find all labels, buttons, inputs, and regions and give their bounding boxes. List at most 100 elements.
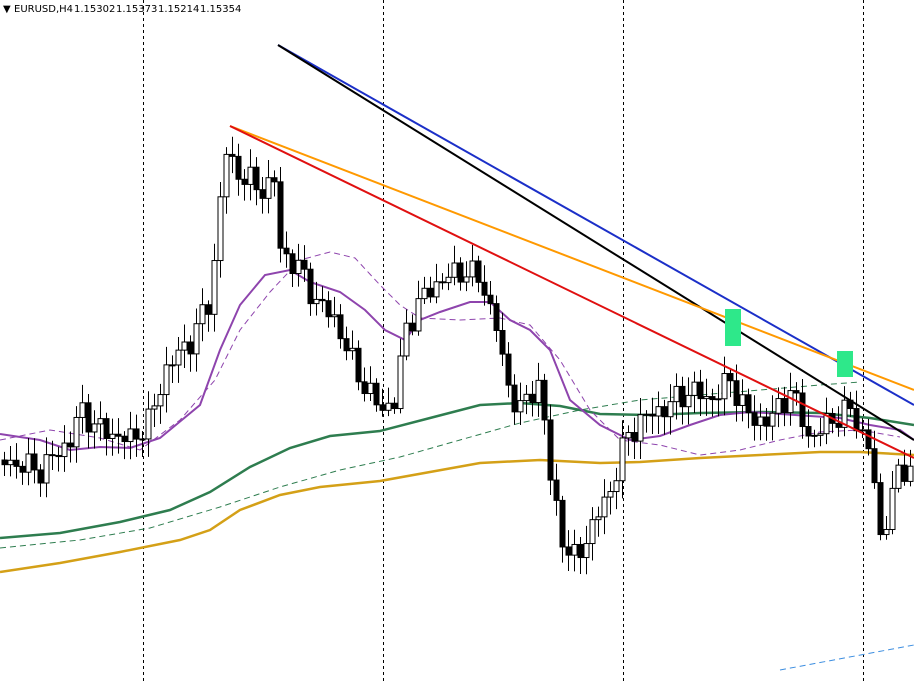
- candle-body: [667, 401, 674, 418]
- candle-body: [799, 392, 806, 428]
- quote-open: 1.15302: [74, 4, 115, 15]
- candle-body: [19, 465, 26, 473]
- ma-fast-purple: [0, 268, 914, 452]
- candle-body: [661, 406, 668, 418]
- candle-body: [433, 281, 440, 298]
- candle-body: [85, 402, 92, 433]
- candle-body: [727, 373, 734, 382]
- candle-body: [649, 413, 656, 417]
- candle-body: [871, 448, 878, 484]
- candle-body: [805, 426, 812, 437]
- candle-body: [187, 341, 194, 355]
- candlesticks: [1, 136, 914, 575]
- candle-body: [787, 390, 794, 414]
- candle-body: [739, 394, 746, 406]
- candle-body: [283, 247, 290, 255]
- candle-body: [643, 413, 650, 416]
- candle-body: [469, 260, 476, 278]
- candle-body: [889, 487, 896, 531]
- candle-body: [883, 529, 890, 536]
- candle-body: [547, 419, 554, 481]
- candle-body: [457, 262, 464, 283]
- candle-body: [223, 153, 230, 198]
- candle-body: [49, 454, 56, 457]
- candle-body: [79, 402, 86, 418]
- candle-body: [127, 428, 134, 443]
- candle-body: [697, 381, 704, 400]
- candle-body: [37, 469, 44, 484]
- candle-body: [595, 516, 602, 521]
- candle-body: [553, 479, 560, 501]
- candle-body: [835, 422, 842, 428]
- quote-low: 1.15214: [158, 4, 199, 15]
- candle-body: [295, 259, 302, 275]
- candle-body: [7, 459, 14, 466]
- candle-body: [781, 398, 788, 414]
- candle-body: [277, 181, 284, 249]
- signal-box: [725, 309, 741, 346]
- candle-body: [1, 459, 8, 466]
- candle-body: [775, 398, 782, 414]
- candle-body: [709, 396, 716, 401]
- candle-body: [517, 400, 524, 413]
- candle-body: [637, 414, 644, 442]
- candle-body: [445, 276, 452, 284]
- candle-body: [373, 382, 380, 406]
- candle-body: [529, 393, 536, 404]
- candle-body: [901, 464, 908, 482]
- trend-line-orange: [229, 125, 914, 391]
- candle-body: [841, 399, 848, 428]
- candle-body: [751, 412, 758, 426]
- candle-body: [61, 442, 68, 458]
- candle-body: [289, 253, 296, 275]
- candle-body: [565, 546, 572, 556]
- candle-body: [97, 418, 104, 425]
- candle-body: [121, 435, 128, 443]
- candle-body: [625, 432, 632, 439]
- candle-body: [895, 464, 902, 489]
- candle-body: [583, 543, 590, 559]
- trend-line-black: [277, 44, 914, 441]
- candle-body: [559, 499, 566, 548]
- candle-body: [133, 428, 140, 440]
- candle-body: [679, 385, 686, 408]
- candle-body: [319, 298, 326, 302]
- candle-body: [613, 480, 620, 493]
- candle-body: [673, 385, 680, 403]
- candle-body: [397, 355, 404, 410]
- candle-body: [307, 268, 314, 305]
- candle-body: [43, 454, 50, 484]
- candle-body: [355, 347, 362, 383]
- candle-body: [253, 166, 260, 191]
- candle-body: [865, 429, 872, 450]
- candle-body: [421, 287, 428, 300]
- candle-body: [451, 262, 458, 278]
- candle-body: [145, 408, 152, 440]
- candle-body: [199, 304, 206, 325]
- candle-body: [103, 418, 110, 439]
- candle-body: [379, 404, 386, 411]
- candle-body: [415, 298, 422, 332]
- candle-body: [229, 153, 236, 157]
- candle-body: [91, 423, 98, 433]
- dropdown-arrow[interactable]: ▼: [3, 4, 11, 15]
- candle-body: [205, 304, 212, 315]
- candle-body: [367, 382, 374, 395]
- candle-body: [343, 338, 350, 352]
- candle-body: [601, 496, 608, 518]
- candle-body: [361, 381, 368, 395]
- candle-body: [313, 298, 320, 305]
- candle-body: [523, 393, 530, 402]
- candle-body: [793, 390, 800, 394]
- candle-body: [571, 543, 578, 556]
- candle-body: [745, 394, 752, 414]
- symbol: EURUSD,H4: [14, 4, 73, 15]
- candle-body: [685, 394, 692, 408]
- candle-body: [703, 396, 710, 400]
- trend-lines: [229, 44, 914, 671]
- candle-body: [439, 281, 446, 284]
- candle-body: [907, 465, 914, 482]
- candle-body: [877, 482, 884, 536]
- candle-body: [349, 347, 356, 352]
- candle-body: [175, 349, 182, 366]
